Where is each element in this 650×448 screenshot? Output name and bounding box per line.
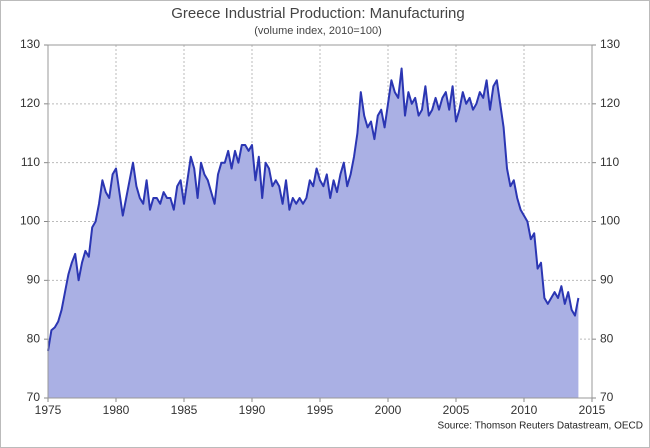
x-tick-label: 1975 bbox=[35, 403, 62, 417]
y2-tick-label: 80 bbox=[600, 331, 614, 345]
x-tick-label: 1985 bbox=[171, 403, 198, 417]
y-tick-label: 90 bbox=[27, 273, 41, 287]
x-tick-label: 2000 bbox=[375, 403, 402, 417]
y-tick-label: 130 bbox=[20, 37, 40, 51]
x-tick-label: 2005 bbox=[443, 403, 470, 417]
x-tick-label: 2010 bbox=[511, 403, 538, 417]
y-tick-label: 80 bbox=[27, 331, 41, 345]
y-tick-label: 120 bbox=[20, 96, 40, 110]
chart-title: Greece Industrial Production: Manufactur… bbox=[171, 5, 465, 22]
x-tick-label: 2015 bbox=[579, 403, 606, 417]
y2-tick-label: 110 bbox=[600, 155, 619, 169]
chart-subtitle: (volume index, 2010=100) bbox=[254, 25, 382, 37]
y-tick-label: 100 bbox=[20, 214, 40, 228]
y-tick-label: 70 bbox=[27, 390, 41, 404]
x-tick-label: 1980 bbox=[103, 403, 130, 417]
source-note: Source: Thomson Reuters Datastream, OECD bbox=[438, 421, 643, 432]
x-tick-label: 1990 bbox=[239, 403, 266, 417]
y2-tick-label: 100 bbox=[600, 214, 620, 228]
area-fill bbox=[48, 68, 579, 398]
y2-tick-label: 70 bbox=[600, 390, 614, 404]
x-tick-label: 1995 bbox=[307, 403, 334, 417]
y2-tick-label: 120 bbox=[600, 96, 620, 110]
y2-tick-label: 90 bbox=[600, 273, 614, 287]
plot-border bbox=[47, 44, 593, 399]
y-tick-label: 110 bbox=[21, 155, 40, 169]
y2-tick-label: 130 bbox=[600, 37, 620, 51]
line bbox=[47, 67, 580, 352]
